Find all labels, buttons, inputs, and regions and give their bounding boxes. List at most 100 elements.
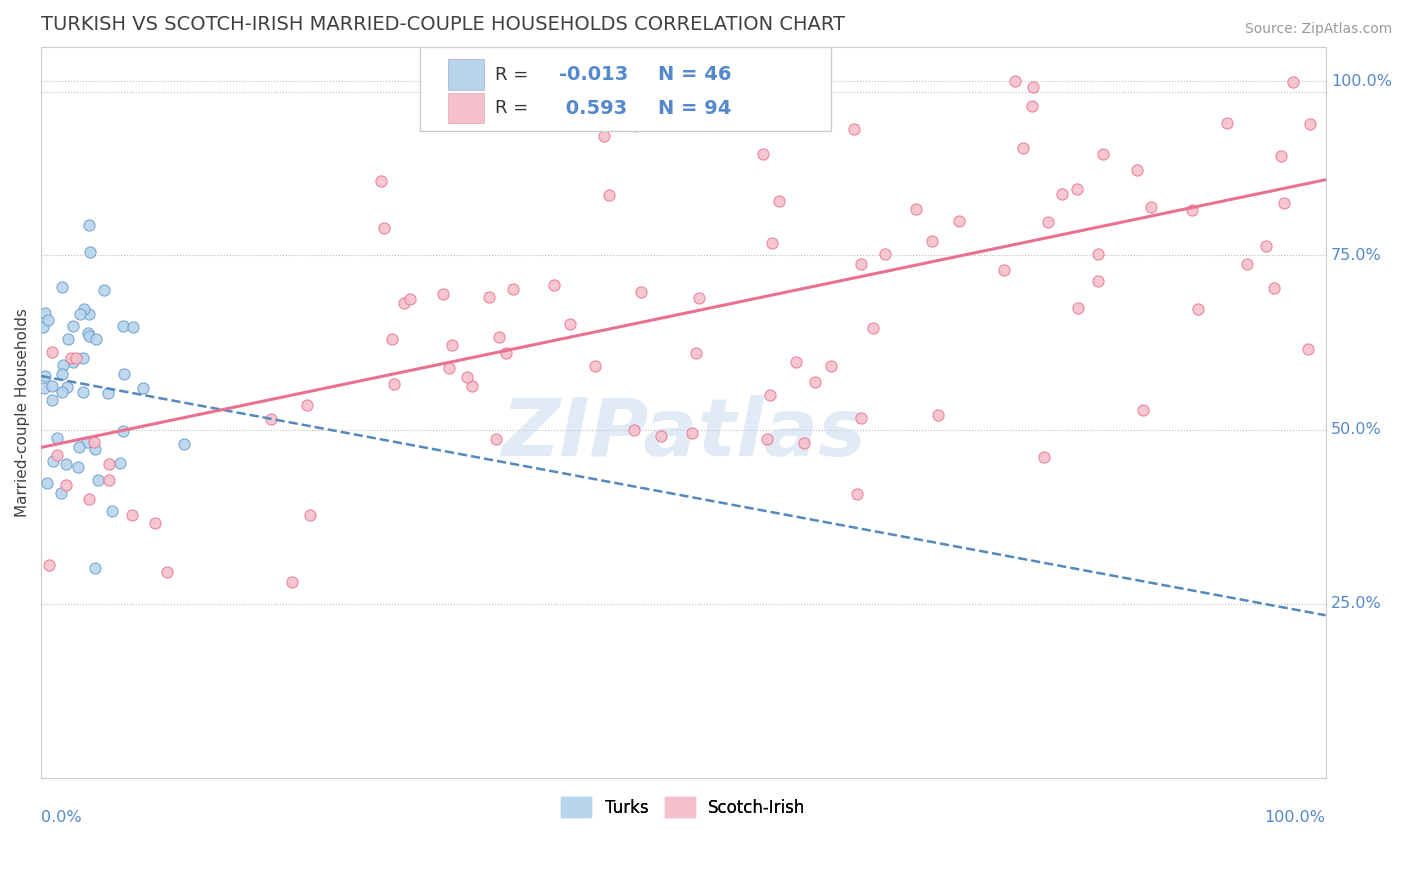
- Point: [143, 516, 166, 530]
- Point: [948, 214, 970, 228]
- Point: [69, 308, 91, 322]
- Point: [1281, 74, 1303, 88]
- Point: [111, 424, 134, 438]
- Point: [83, 435, 105, 450]
- Point: [77, 326, 100, 341]
- Point: [1011, 141, 1033, 155]
- Point: [592, 128, 614, 143]
- Point: [905, 202, 928, 216]
- Point: [1216, 116, 1239, 130]
- Point: [93, 283, 115, 297]
- Point: [41, 379, 63, 393]
- Point: [79, 329, 101, 343]
- Point: [97, 385, 120, 400]
- Point: [849, 411, 872, 425]
- Point: [97, 457, 120, 471]
- Point: [1132, 403, 1154, 417]
- Text: -0.013: -0.013: [558, 65, 628, 85]
- Point: [437, 361, 460, 376]
- Point: [34, 368, 56, 383]
- Point: [41, 393, 63, 408]
- Text: R =: R =: [495, 66, 527, 84]
- Point: [108, 456, 131, 470]
- Point: [1052, 187, 1074, 202]
- Point: [558, 317, 581, 331]
- Point: [77, 308, 100, 322]
- Point: [122, 320, 145, 334]
- Point: [132, 381, 155, 395]
- Point: [756, 432, 779, 446]
- Point: [112, 367, 135, 381]
- Point: [65, 351, 87, 366]
- Point: [121, 508, 143, 522]
- Point: [260, 412, 283, 426]
- Point: [60, 351, 83, 365]
- Text: TURKISH VS SCOTCH-IRISH MARRIED-COUPLE HOUSEHOLDS CORRELATION CHART: TURKISH VS SCOTCH-IRISH MARRIED-COUPLE H…: [41, 15, 845, 34]
- Point: [86, 473, 108, 487]
- Point: [79, 244, 101, 259]
- Text: 100.0%: 100.0%: [1264, 811, 1326, 825]
- Point: [55, 478, 77, 492]
- Point: [502, 282, 524, 296]
- Text: 75.0%: 75.0%: [1331, 248, 1382, 263]
- Point: [34, 306, 56, 320]
- Point: [484, 432, 506, 446]
- Point: [56, 380, 79, 394]
- Text: 0.593: 0.593: [558, 99, 627, 118]
- Point: [1181, 202, 1204, 217]
- Point: [35, 476, 58, 491]
- Point: [650, 429, 672, 443]
- Point: [456, 370, 478, 384]
- Point: [1272, 196, 1295, 211]
- Point: [1032, 450, 1054, 464]
- FancyBboxPatch shape: [420, 46, 831, 131]
- Point: [768, 194, 790, 208]
- Point: [49, 485, 72, 500]
- Point: [993, 263, 1015, 277]
- Point: [72, 351, 94, 365]
- Point: [1256, 239, 1278, 253]
- Point: [1066, 182, 1088, 196]
- Point: [862, 321, 884, 335]
- Legend: Turks, Scotch-Irish: Turks, Scotch-Irish: [554, 790, 813, 824]
- Point: [1125, 162, 1147, 177]
- Point: [295, 398, 318, 412]
- Point: [761, 235, 783, 250]
- Point: [86, 332, 108, 346]
- Point: [55, 457, 77, 471]
- Point: [432, 287, 454, 301]
- Text: R =: R =: [495, 99, 527, 117]
- Point: [543, 278, 565, 293]
- Point: [793, 436, 815, 450]
- Point: [98, 474, 121, 488]
- Point: [1004, 74, 1026, 88]
- Point: [820, 359, 842, 373]
- Point: [381, 332, 404, 346]
- Text: ZIPatlas: ZIPatlas: [501, 395, 866, 473]
- Point: [461, 379, 484, 393]
- Text: 100.0%: 100.0%: [1331, 74, 1392, 89]
- Point: [84, 561, 107, 575]
- Point: [849, 257, 872, 271]
- Point: [280, 574, 302, 589]
- FancyBboxPatch shape: [449, 93, 484, 123]
- Point: [1087, 247, 1109, 261]
- Point: [488, 329, 510, 343]
- Point: [787, 74, 810, 88]
- Point: [1022, 80, 1045, 95]
- Point: [41, 345, 63, 359]
- Point: [1067, 301, 1090, 315]
- Point: [1270, 149, 1292, 163]
- Point: [370, 174, 392, 188]
- Point: [399, 293, 422, 307]
- Point: [45, 431, 67, 445]
- Point: [1092, 147, 1115, 161]
- Point: [685, 346, 707, 360]
- Point: [298, 508, 321, 523]
- Point: [1296, 342, 1319, 356]
- Text: 50.0%: 50.0%: [1331, 422, 1382, 437]
- Text: Source: ZipAtlas.com: Source: ZipAtlas.com: [1244, 22, 1392, 37]
- Point: [1263, 280, 1285, 294]
- Point: [37, 313, 59, 327]
- Point: [72, 301, 94, 316]
